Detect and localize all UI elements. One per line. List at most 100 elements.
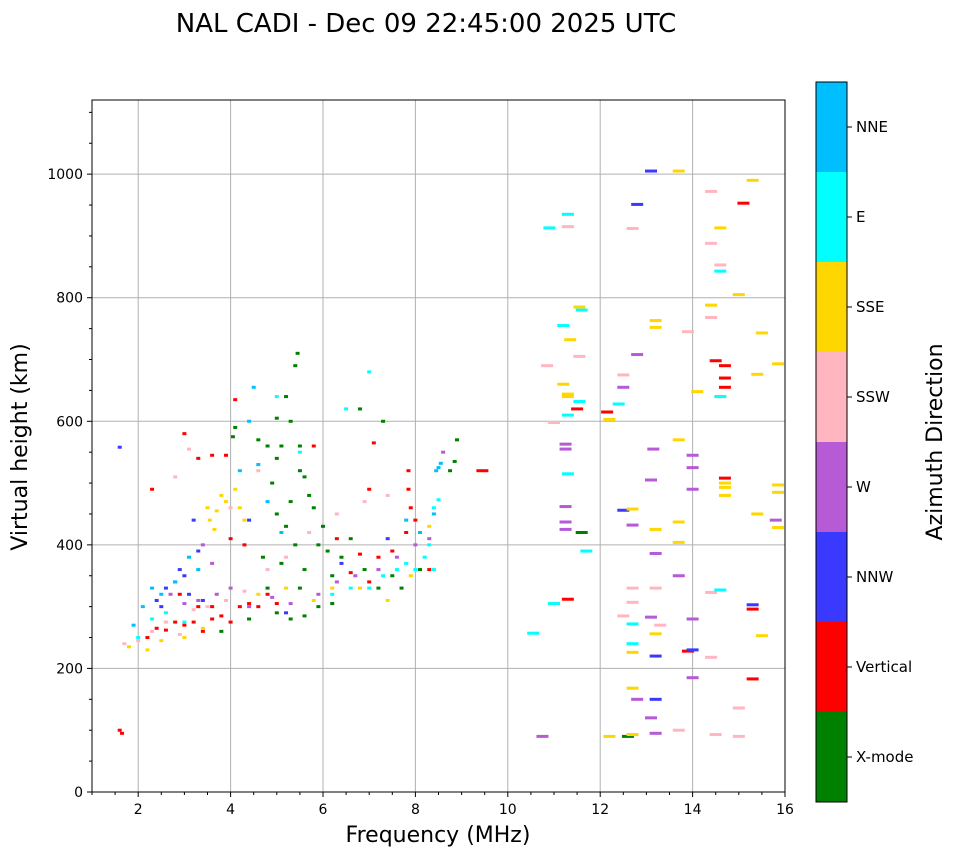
point-sse [214,509,219,513]
point-nne [173,580,178,584]
point-e [348,586,353,590]
point-ssw [714,263,727,267]
colorbar: X-mode Vertical NNW W SSW SSE E NNE [815,81,913,803]
point-vertical [404,531,409,534]
point-ssw [617,373,630,377]
point-nne [150,586,155,590]
point-sse [200,626,205,630]
point-x-mode [302,475,307,479]
point-w [645,478,658,482]
point-e [714,588,727,592]
point-w [353,574,358,578]
point-ssw [150,629,155,633]
point-nne [438,461,443,465]
point-vertical [476,469,489,473]
point-sse [427,524,432,528]
point-x-mode [357,407,362,411]
point-vertical [196,456,201,460]
x-tick-label: 14 [684,802,702,818]
point-x-mode [575,531,588,534]
point-sse [626,686,639,690]
point-vertical [718,476,731,480]
point-vertical [357,552,362,556]
point-ssw [362,500,367,504]
point-ssw [541,364,554,368]
point-w [214,592,219,596]
colorbar-label-e: E [856,208,865,226]
point-vertical [371,441,376,445]
colorbar-swatch-nne [816,82,847,172]
point-nnw [339,561,344,565]
point-e [136,636,141,640]
point-x-mode [621,734,634,738]
point-x-mode [219,629,224,633]
point-vertical [709,359,722,363]
point-e [548,602,560,606]
y-axis-label: Virtual height (km) [8,343,33,550]
point-ssw [307,531,312,534]
point-sse [732,293,745,297]
point-x-mode [339,555,344,559]
point-sse [159,639,164,643]
point-nne [159,592,164,596]
point-e [527,631,540,635]
point-nne [418,531,423,534]
point-w [617,385,630,389]
point-vertical [427,568,432,572]
point-e [573,400,586,404]
point-sse [207,518,212,522]
point-nnw [159,605,164,609]
point-vertical [311,444,316,448]
point-e [344,407,349,411]
point-ssw [617,614,630,618]
y-tick-label: 0 [74,785,83,801]
point-vertical [367,487,372,491]
data-points [117,169,785,738]
point-w [228,586,233,590]
point-ssw [136,639,141,643]
point-e [330,592,335,596]
point-sse [330,586,335,590]
chart-title: NAL CADI - Dec 09 22:45:00 2025 UTC [176,9,676,39]
colorbar-label-sse: SSE [856,298,885,316]
point-sse [672,520,685,524]
point-e [182,620,187,624]
point-e [367,586,372,590]
point-w [196,598,201,602]
point-w [210,561,215,565]
colorbar-label: Azimuth Direction [923,343,948,540]
colorbar-swatch-sse [816,262,847,352]
colorbar-swatch-w [816,442,847,532]
point-w [559,447,572,451]
point-x-mode [270,481,275,485]
point-x-mode [311,506,316,510]
colorbar-swatch-ssw [816,352,847,442]
point-x-mode [230,435,235,439]
point-ssw [705,315,718,319]
point-nne [265,500,270,504]
point-nnw [385,537,390,541]
colorbar-swatch-x-mode [816,712,847,802]
point-vertical [406,469,411,473]
point-nnw [247,518,252,522]
point-vertical [348,571,353,575]
point-e [431,506,436,510]
point-w [686,676,699,680]
point-vertical [237,605,242,609]
point-x-mode [274,611,279,615]
point-sse [751,512,764,516]
point-x-mode [330,602,335,606]
point-ssw [709,733,722,737]
point-ssw [223,598,228,602]
point-sse [219,493,224,497]
point-vertical [265,592,270,596]
colorbar-swatch-vertical [816,622,847,712]
point-sse [626,733,639,737]
x-tick-label: 16 [776,802,794,818]
point-x-mode [293,364,298,368]
point-nnw [686,648,699,652]
colorbar-label-x-mode: X-mode [856,748,913,766]
point-vertical [177,592,182,596]
point-x-mode [297,586,302,590]
point-x-mode [454,438,459,442]
